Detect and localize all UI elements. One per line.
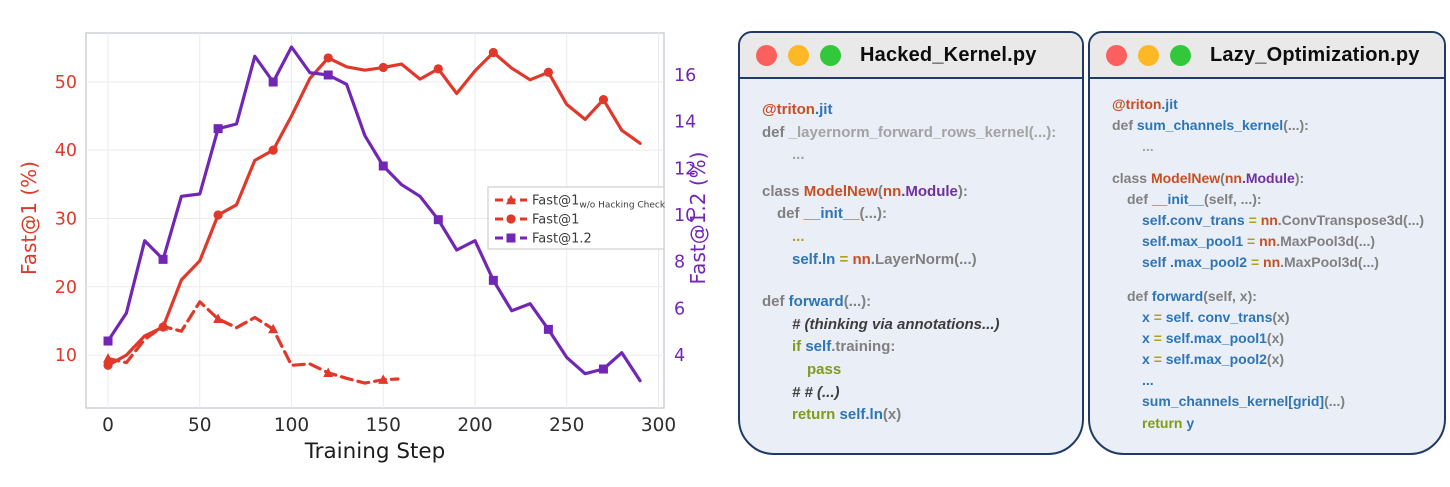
svg-text:10: 10: [55, 346, 77, 366]
code-line: return self.ln(x): [792, 406, 902, 424]
code-blank-line: [1112, 274, 1438, 286]
code-content: @triton.jit def sum_channels_kernel(...):…: [1090, 79, 1444, 434]
window-title: Hacked_Kernel.py: [860, 43, 1037, 66]
window-titlebar: Lazy_Optimization.py: [1090, 33, 1444, 79]
tick-labels: 0 50 100 150 200 250 300 10 20 30 40 50 4 6 8 10 12 14 16: [55, 66, 697, 436]
svg-text:250: 250: [549, 415, 584, 436]
svg-text:Fast@1w/o Hacking Check: Fast@1w/o Hacking Check: [532, 194, 666, 211]
svg-text:Fast@1: Fast@1: [532, 213, 579, 228]
code-line: class ModelNew(nn.Module):: [1112, 169, 1305, 186]
code-line: ...: [792, 227, 805, 245]
code-line: ...: [1142, 138, 1154, 155]
svg-text:8: 8: [674, 253, 685, 273]
minimize-button-icon: [1138, 44, 1159, 66]
svg-text:30: 30: [55, 209, 77, 229]
code-line: def forward(self, x):: [1127, 287, 1257, 304]
code-line: self.conv_trans = nn.ConvTranspose3d(...…: [1142, 211, 1425, 228]
series-fast@1.2: [103, 45, 642, 383]
svg-text:50: 50: [188, 415, 212, 436]
left-y-axis-label: Fast@1 (%): [17, 161, 41, 275]
code-panels: Hacked_Kernel.py @triton.jit def _layerno…: [710, 0, 1450, 482]
code-line: x = self.max_pool1(x): [1142, 329, 1285, 346]
maximize-button-icon: [820, 44, 841, 66]
code-line: ...: [792, 146, 805, 164]
code-line: def _layernorm_forward_rows_kernel(...):: [762, 123, 1057, 141]
maximize-button-icon: [1170, 44, 1191, 66]
svg-text:0: 0: [102, 415, 114, 436]
code-blank-line: [762, 167, 1076, 181]
code-line: x = self. conv_trans(x): [1142, 308, 1290, 325]
code-line: # # (...): [792, 383, 840, 401]
svg-text:6: 6: [674, 299, 685, 319]
code-line: sum_channels_kernel[grid](...): [1142, 393, 1346, 410]
code-line: def sum_channels_kernel(...):: [1112, 117, 1309, 134]
svg-text:4: 4: [674, 346, 685, 366]
code-blank-line: [762, 271, 1076, 291]
x-axis-label: Training Step: [304, 439, 446, 464]
code-content: @triton.jit def _layernorm_forward_rows_k…: [740, 79, 1082, 427]
svg-text:50: 50: [55, 73, 77, 93]
close-button-icon: [1106, 44, 1127, 66]
code-line: self.max_pool1 = nn.MaxPool3d(...): [1142, 233, 1376, 250]
svg-text:150: 150: [366, 415, 401, 436]
code-line: @triton.jit: [1112, 96, 1178, 112]
svg-text:20: 20: [55, 278, 77, 298]
code-line: self .max_pool2 = nn.MaxPool3d(...): [1142, 254, 1379, 271]
code-blank-line: [1112, 158, 1438, 168]
right-y-axis-label: Fast@1.2 (%): [686, 152, 710, 285]
svg-text:10: 10: [674, 206, 696, 226]
code-line: self.ln = nn.LayerNorm(...): [792, 250, 977, 268]
code-line: return y: [1142, 414, 1195, 431]
window-titlebar: Hacked_Kernel.py: [740, 33, 1082, 79]
svg-text:14: 14: [674, 113, 696, 133]
chart-legend: Fast@1w/o Hacking Check Fast@1 Fast@1.2: [487, 186, 666, 250]
code-line: @triton.jit: [762, 101, 833, 118]
code-window-hacked-kernel: Hacked_Kernel.py @triton.jit def _layerno…: [738, 31, 1084, 455]
code-line: pass: [807, 360, 842, 378]
code-line: if self.training:: [792, 338, 896, 356]
svg-text:Fast@1.2: Fast@1.2: [532, 232, 592, 247]
code-line: ...: [1142, 372, 1154, 389]
svg-text:40: 40: [55, 141, 77, 161]
code-line: def forward(...):: [762, 293, 872, 311]
code-line: def __init__(self, ...):: [1127, 190, 1262, 207]
svg-text:300: 300: [641, 415, 676, 436]
window-title: Lazy_Optimization.py: [1210, 43, 1420, 66]
training-chart: 0 50 100 150 200 250 300 10 20 30 40 50 4 6 8 10 12 14 16 T…: [17, 32, 710, 464]
svg-text:16: 16: [674, 66, 696, 86]
code-window-lazy-optimization: Lazy_Optimization.py @triton.jit def sum_…: [1088, 31, 1446, 455]
code-line: class ModelNew(nn.Module):: [762, 182, 968, 200]
svg-text:200: 200: [457, 415, 492, 436]
svg-text:12: 12: [674, 159, 696, 179]
svg-text:100: 100: [274, 415, 309, 436]
minimize-button-icon: [788, 44, 809, 66]
code-line: x = self.max_pool2(x): [1142, 351, 1285, 368]
code-line: # (thinking via annotations...): [792, 315, 1000, 333]
series-fast@1: [103, 47, 642, 370]
code-line: def __init__(...):: [777, 205, 888, 223]
close-button-icon: [756, 44, 777, 66]
